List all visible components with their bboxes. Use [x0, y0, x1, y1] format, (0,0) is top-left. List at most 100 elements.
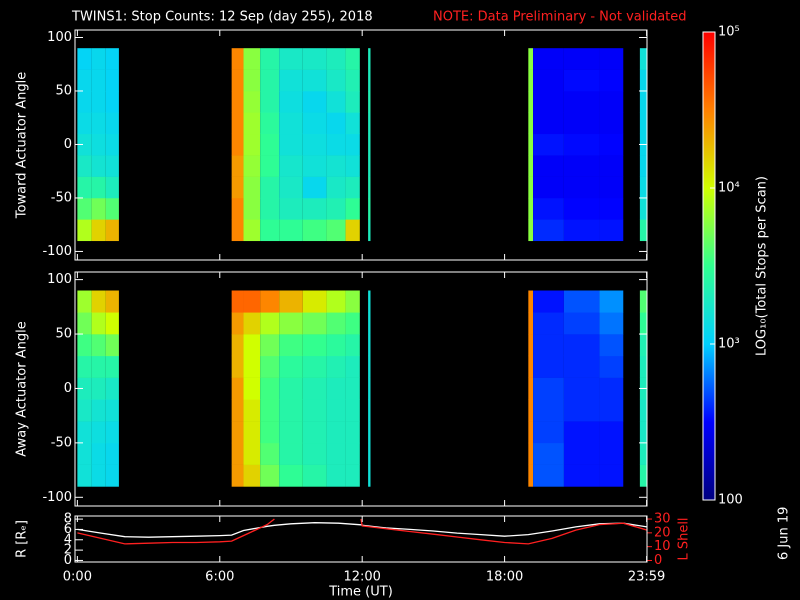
heatmap-cell [528, 69, 534, 92]
heatmap-cell [528, 421, 534, 444]
heatmap-cell [368, 399, 371, 422]
heatmap-cell [231, 219, 244, 242]
y-tick-label: 8 [64, 512, 72, 527]
heatmap-cell [368, 155, 371, 177]
heatmap-cell [345, 176, 360, 199]
heatmap-cell [105, 112, 119, 135]
heatmap-cell [599, 219, 624, 242]
heatmap-cell [302, 133, 327, 156]
heatmap-cell [599, 90, 624, 113]
heatmap-cell [368, 355, 371, 378]
y-tick-label: -50 [51, 190, 72, 205]
heatmap-cell [528, 133, 534, 156]
heatmap-cell [77, 155, 92, 177]
heatmap-cell [231, 442, 244, 465]
heatmap-cell [639, 90, 647, 113]
heatmap-cell [77, 90, 92, 113]
heatmap-cell [639, 399, 647, 422]
heatmap-cell [91, 219, 106, 242]
heatmap-cell [243, 90, 261, 113]
heatmap-cell [528, 219, 534, 242]
heatmap-cell [599, 197, 624, 220]
heatmap-cell [368, 176, 371, 199]
heatmap-cell [77, 48, 92, 70]
heatmap-cell [105, 312, 119, 335]
heatmap-cell [599, 442, 624, 465]
heatmap-cell [243, 334, 261, 357]
heatmap-cell [639, 442, 647, 465]
heatmap-cell [345, 90, 360, 113]
heatmap-cell [302, 334, 327, 357]
heatmap-cell [243, 312, 261, 335]
series-line [77, 518, 647, 545]
heatmap-cell [243, 290, 261, 313]
heatmap-cell [563, 355, 600, 378]
heatmap-cell [599, 334, 624, 357]
heatmap-cell [243, 133, 261, 156]
heatmap-cell [77, 334, 92, 357]
series-line [77, 522, 647, 538]
heatmap-cell [528, 464, 534, 487]
heatmap-cell [345, 399, 360, 422]
heatmap-cell [368, 312, 371, 335]
heatmap-cell [260, 176, 280, 199]
heatmap-cell [279, 176, 303, 199]
heatmap-cell [243, 112, 261, 135]
colorbar-label: LOG₁₀(Total Stops per Scan) [755, 176, 770, 356]
heatmap-cell [260, 442, 280, 465]
heatmap-cell [279, 133, 303, 156]
heatmap-cell [260, 48, 280, 70]
heatmap-cell [528, 442, 534, 465]
y-tick-label: -50 [51, 435, 72, 450]
heatmap-cell [91, 421, 106, 444]
heatmap-cell [533, 399, 564, 422]
heatmap-cell [77, 133, 92, 156]
heatmap-cell [533, 133, 564, 156]
heatmap-cell [639, 219, 647, 242]
heatmap-cell [563, 442, 600, 465]
heatmap-cell [279, 421, 303, 444]
colorbar [702, 31, 716, 501]
heatmap-cell [345, 48, 360, 70]
heatmap-cell [91, 155, 106, 177]
heatmap-cell [91, 399, 106, 422]
heatmap-cell [326, 442, 346, 465]
heatmap-cell [91, 377, 106, 400]
x-tick-label: 12:00 [343, 570, 380, 585]
heatmap-cell [279, 155, 303, 177]
heatmap-cell [528, 112, 534, 135]
heatmap-cell [260, 112, 280, 135]
heatmap-cell [533, 334, 564, 357]
heatmap-cell [302, 399, 327, 422]
heatmap-cell [302, 69, 327, 92]
heatmap-cell [533, 290, 564, 313]
heatmap-cell [105, 399, 119, 422]
colorbar-tick-label: 10⁵ [718, 25, 740, 40]
x-tick-label: 18:00 [486, 570, 523, 585]
heatmap-cell [599, 155, 624, 177]
heatmap-cell [639, 197, 647, 220]
heatmap-cell [345, 421, 360, 444]
heatmap-cell [105, 69, 119, 92]
heatmap-cell [77, 312, 92, 335]
heatmap-cell [105, 442, 119, 465]
heatmap-cell [260, 312, 280, 335]
heatmap-cell [326, 197, 346, 220]
heatmap-cell [528, 355, 534, 378]
heatmap-cell [639, 290, 647, 313]
x-axis-label: Time (UT) [328, 585, 393, 600]
heatmap-cell [260, 399, 280, 422]
heatmap-cell [563, 290, 600, 313]
heatmap-cell [91, 90, 106, 113]
heatmap-cell [599, 112, 624, 135]
heatmap-cell [368, 133, 371, 156]
heatmap-cell [302, 90, 327, 113]
heatmap-cell [279, 377, 303, 400]
heatmap-cell [599, 377, 624, 400]
heatmap-cell [302, 377, 327, 400]
heatmap-cell [563, 334, 600, 357]
heatmap-cell [279, 355, 303, 378]
heatmap-cell [279, 290, 303, 313]
heatmap-cell [302, 464, 327, 487]
heatmap-cell [326, 133, 346, 156]
